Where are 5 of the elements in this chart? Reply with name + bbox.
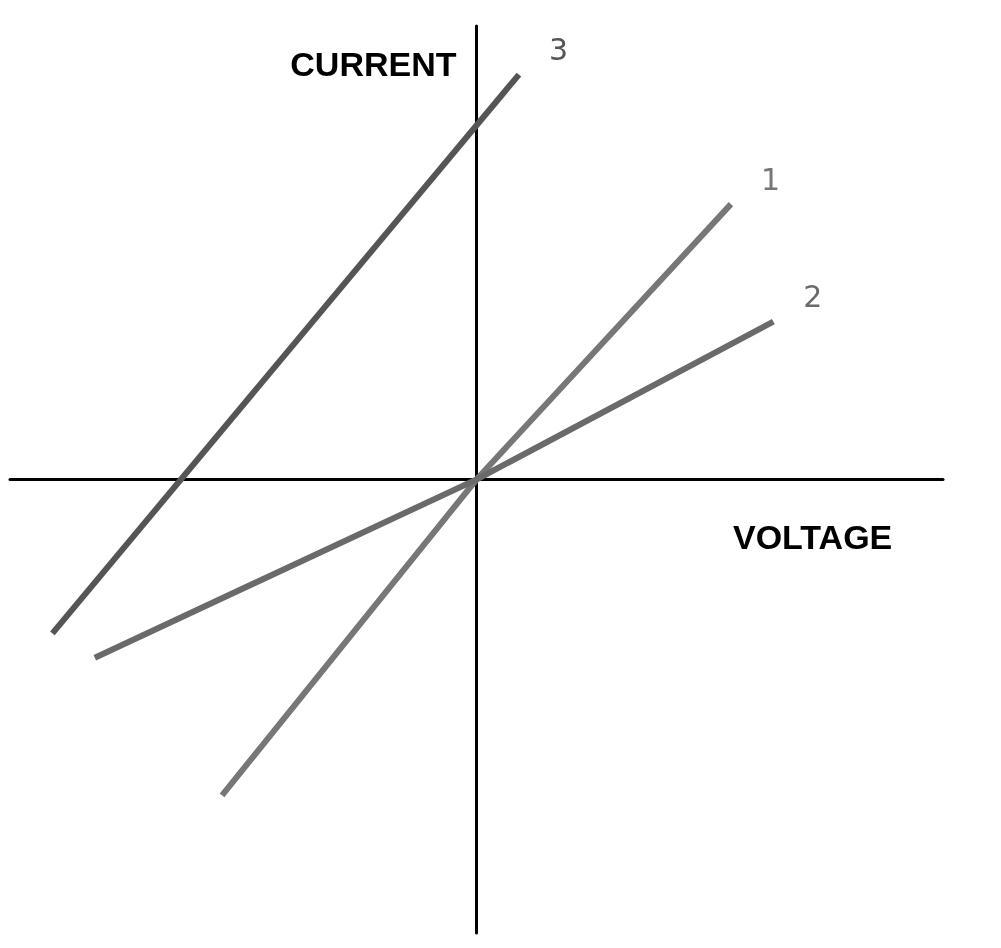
- y-axis-title: CURRENT: [290, 45, 457, 83]
- series-label: 2: [803, 279, 823, 315]
- series-label: 1: [760, 161, 781, 197]
- series-label: 3: [548, 32, 568, 68]
- x-axis-title: VOLTAGE: [733, 517, 893, 556]
